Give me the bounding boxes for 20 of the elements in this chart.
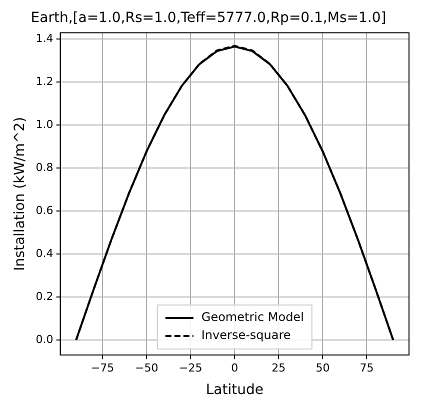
x-tick-label: 25 [272,361,286,374]
x-tick-label: −25 [179,361,202,374]
x-tick-label: 75 [360,361,374,374]
y-tick-label: 1.4 [36,32,54,46]
y-tick-label: 0.2 [36,290,54,303]
x-tick-label: 0 [231,361,238,374]
x-tick-label: −75 [90,361,114,374]
legend-label: Inverse-square [201,328,291,342]
x-tick-label: −50 [134,361,158,374]
y-tick-label: 0.8 [36,160,54,174]
y-tick-label: 0.0 [36,332,54,346]
y-axis-title: Installation (kW/m^2) [12,116,28,271]
legend-label: Geometric Model [201,310,304,324]
y-tick-label: 0.4 [36,246,54,260]
y-tick-label: 1.0 [36,118,54,132]
y-tick-label: 1.2 [36,75,54,88]
chart-title: Earth,[a=1.0,Rs=1.0,Teff=5777.0,Rp=0.1,Ms=1.0] [30,10,386,26]
x-axis-title: Latitude [206,382,264,398]
y-tick-label: 0.6 [36,204,54,217]
x-tick-label: 50 [316,361,330,374]
